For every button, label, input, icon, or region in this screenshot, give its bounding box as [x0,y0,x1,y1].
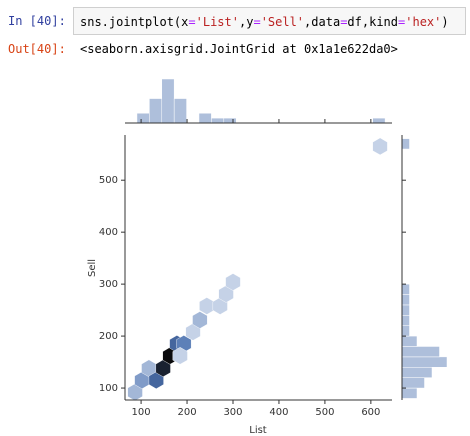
hex-bin [225,273,241,291]
x-hist-bar [161,78,175,124]
output-text: <seaborn.axisgrid.JointGrid at 0x1a1e622… [80,42,398,56]
x-hist-bar [136,112,150,124]
x-axis-label: List [249,425,267,436]
y-hist-bar [401,367,433,378]
y-hist-bar [401,335,418,347]
y-tick-label: 400 [99,227,118,238]
y-axis-label: Sell [87,259,98,277]
code: x [181,15,189,29]
code: = [340,15,348,29]
code: df [347,15,362,29]
y-tick-label: 200 [99,331,118,342]
x-tick-label: 200 [177,407,196,418]
code: sns.jointplot( [80,15,182,29]
code: 'List' [195,15,239,29]
x-hist-bar [198,112,212,124]
output-prompt: Out[40]: [8,42,66,56]
code: = [188,15,196,29]
code: ) [441,15,449,29]
hex-bin [199,297,215,315]
x-hist-bar [223,117,237,124]
y-hist-bar [401,356,448,368]
y-tick-label: 100 [99,383,118,394]
code: y [246,15,254,29]
x-tick-label: 400 [269,407,288,418]
code: kind [369,15,399,29]
code: 'Sell' [260,15,305,29]
x-tick-label: 300 [223,407,242,418]
y-hist-bar [401,294,410,306]
x-hist-bar [211,117,225,124]
code-cell[interactable]: sns.jointplot(x='List',y='Sell',data=df,… [73,7,466,35]
x-hist-bar [372,117,386,124]
y-hist-bar [401,346,440,358]
code: , [361,15,370,29]
input-prompt: In [40]: [8,14,66,28]
code: = [253,15,261,29]
y-hist-bar [401,304,410,316]
code: 'hex' [405,15,442,29]
x-tick-label: 600 [361,407,380,418]
x-tick-label: 100 [132,407,151,418]
code: , [304,15,312,29]
y-tick-label: 500 [99,175,118,186]
hex-bin [372,137,388,156]
hex-bin [192,311,208,329]
y-tick-label: 300 [99,279,118,290]
x-hist-bar [173,98,187,124]
hex-bin [172,347,188,365]
y-hist-bar [401,315,410,326]
y-hist-bar [401,138,410,150]
code: = [398,15,406,29]
y-hist-bar [401,377,425,389]
x-hist-bar [149,98,163,124]
y-hist-bar [401,387,418,399]
code: , [238,15,247,29]
x-tick-label: 500 [315,407,334,418]
y-hist-bar [401,283,410,295]
code: data [311,15,341,29]
y-hist-bar [401,325,410,337]
